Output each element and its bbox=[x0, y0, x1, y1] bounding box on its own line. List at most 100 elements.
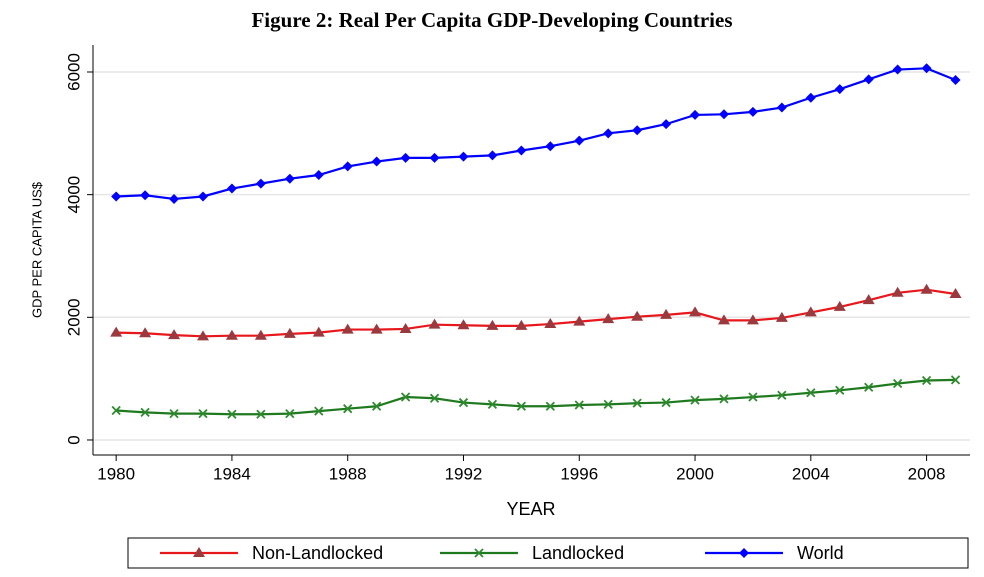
marker bbox=[111, 405, 121, 416]
marker bbox=[110, 326, 123, 337]
marker bbox=[198, 408, 208, 419]
marker bbox=[690, 395, 700, 405]
marker bbox=[602, 313, 615, 324]
marker bbox=[862, 294, 875, 305]
legend-marker bbox=[193, 547, 205, 557]
marker bbox=[574, 135, 585, 146]
marker bbox=[486, 319, 499, 330]
marker bbox=[372, 401, 382, 411]
y-tick-label: 6000 bbox=[64, 53, 83, 91]
series-line bbox=[116, 288, 956, 338]
marker bbox=[284, 173, 295, 184]
marker bbox=[545, 141, 556, 152]
marker bbox=[748, 392, 758, 402]
marker bbox=[632, 125, 643, 136]
marker bbox=[140, 190, 151, 201]
marker bbox=[197, 191, 208, 202]
marker bbox=[661, 397, 671, 408]
marker bbox=[516, 401, 527, 411]
marker bbox=[805, 92, 816, 103]
marker bbox=[342, 161, 353, 172]
marker bbox=[343, 404, 353, 414]
marker bbox=[950, 375, 961, 385]
marker bbox=[574, 400, 584, 410]
marker bbox=[949, 288, 962, 299]
marker bbox=[256, 409, 266, 419]
marker bbox=[603, 399, 613, 410]
marker bbox=[111, 191, 122, 202]
marker bbox=[921, 375, 932, 386]
marker bbox=[777, 390, 787, 400]
marker bbox=[168, 329, 181, 340]
marker bbox=[804, 306, 817, 317]
marker bbox=[487, 150, 498, 161]
marker bbox=[950, 74, 961, 85]
marker bbox=[661, 119, 672, 130]
series-line bbox=[116, 67, 956, 201]
x-tick-label: 1996 bbox=[560, 464, 598, 483]
marker bbox=[169, 193, 180, 204]
marker bbox=[719, 394, 729, 404]
marker bbox=[920, 283, 933, 294]
marker bbox=[458, 151, 469, 162]
marker bbox=[196, 330, 209, 341]
marker bbox=[573, 315, 586, 326]
marker bbox=[515, 319, 528, 330]
legend-label: Landlocked bbox=[532, 543, 624, 563]
marker bbox=[632, 398, 642, 408]
series-line bbox=[116, 378, 956, 416]
y-tick-label: 0 bbox=[64, 435, 83, 444]
x-tick-label: 1992 bbox=[445, 464, 483, 483]
marker bbox=[400, 392, 411, 402]
marker bbox=[835, 385, 845, 395]
marker bbox=[429, 393, 440, 403]
marker bbox=[921, 63, 932, 74]
x-axis-label: YEAR bbox=[506, 499, 555, 519]
legend-marker bbox=[739, 548, 749, 558]
marker bbox=[603, 128, 614, 139]
plot-area bbox=[93, 45, 970, 455]
x-tick-label: 2000 bbox=[676, 464, 714, 483]
marker bbox=[370, 323, 383, 334]
x-tick-label: 1984 bbox=[213, 464, 251, 483]
marker bbox=[283, 327, 296, 338]
marker bbox=[863, 74, 874, 85]
marker bbox=[776, 102, 787, 113]
marker bbox=[285, 408, 295, 419]
legend-label: World bbox=[797, 543, 844, 563]
marker bbox=[544, 318, 557, 329]
marker bbox=[457, 319, 470, 330]
legend-box bbox=[127, 537, 969, 569]
marker bbox=[864, 382, 874, 392]
marker bbox=[313, 170, 324, 181]
marker bbox=[833, 300, 846, 311]
marker bbox=[227, 409, 237, 419]
legend-label: Non-Landlocked bbox=[252, 543, 383, 563]
x-tick-label: 1988 bbox=[329, 464, 367, 483]
marker bbox=[834, 84, 845, 95]
marker bbox=[487, 399, 498, 410]
marker bbox=[516, 145, 527, 156]
marker bbox=[255, 178, 266, 189]
y-tick-label: 2000 bbox=[64, 298, 83, 336]
marker bbox=[225, 329, 238, 340]
y-axis-label: GDP PER CAPITA US$ bbox=[29, 181, 44, 318]
x-tick-label: 2004 bbox=[792, 464, 830, 483]
marker bbox=[631, 310, 644, 321]
marker bbox=[747, 106, 758, 117]
marker bbox=[660, 308, 673, 319]
marker bbox=[689, 306, 702, 317]
marker bbox=[226, 183, 237, 194]
marker bbox=[371, 156, 382, 167]
marker bbox=[893, 378, 903, 389]
marker bbox=[428, 318, 441, 329]
marker bbox=[458, 397, 469, 408]
marker bbox=[891, 286, 904, 297]
marker bbox=[400, 152, 411, 163]
marker bbox=[254, 329, 267, 340]
marker bbox=[429, 152, 440, 163]
marker bbox=[806, 388, 816, 398]
marker bbox=[690, 109, 701, 120]
marker bbox=[139, 327, 152, 338]
